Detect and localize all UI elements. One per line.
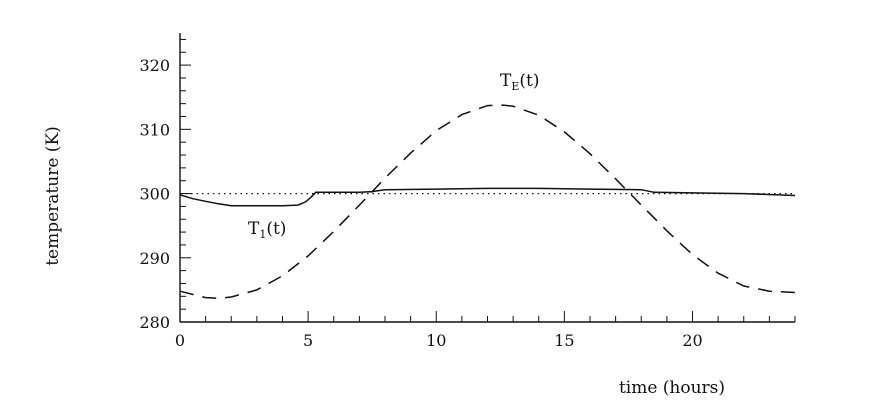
y-tick-label: 320 — [139, 56, 170, 75]
series-line-E — [179, 104, 796, 299]
x-tick-label: 10 — [426, 331, 446, 350]
x-tick-label: 20 — [682, 331, 702, 350]
x-tick-label: 5 — [303, 331, 313, 350]
x-tick-label: 0 — [175, 331, 185, 350]
x-tick-label: 15 — [554, 331, 574, 350]
y-axis-label: temperature (K) — [43, 126, 63, 266]
y-tick-label: 280 — [139, 313, 170, 332]
curve-labels: T1(t) TE(t) — [248, 71, 539, 241]
curve-label-1: T1(t) — [248, 219, 286, 241]
chart-ticks: 0 5 10 15 20 280 290 300 310 320 — [139, 38, 796, 350]
y-tick-label: 310 — [139, 120, 170, 139]
x-axis-label: time (hours) — [619, 378, 725, 398]
series-line-1 — [179, 187, 796, 207]
chart-series — [179, 104, 796, 299]
y-tick-label: 300 — [139, 185, 170, 204]
chart-axes — [179, 33, 795, 323]
y-tick-label: 290 — [139, 249, 170, 268]
curve-label-E: TE(t) — [500, 71, 539, 93]
